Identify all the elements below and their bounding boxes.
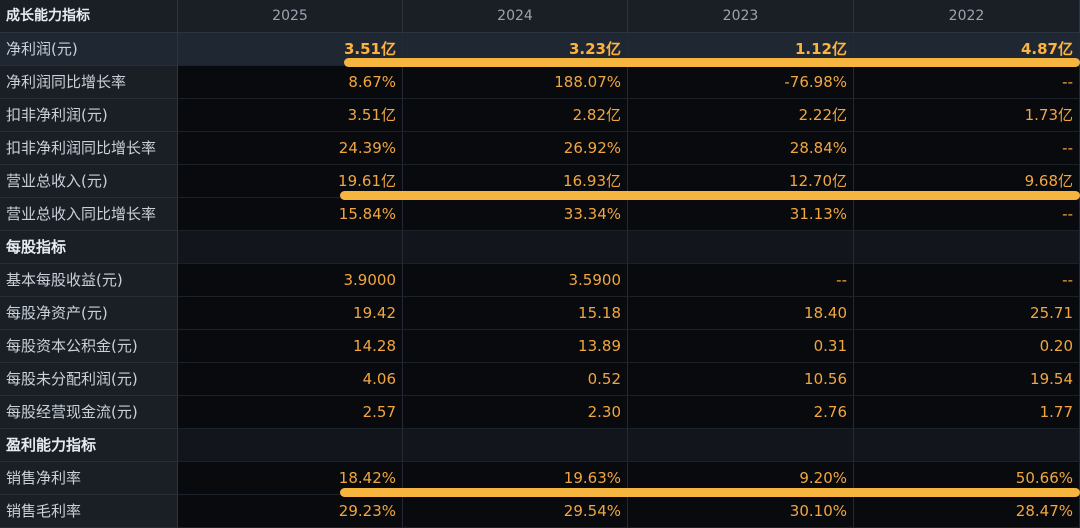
value-cell-2023	[628, 231, 854, 264]
row-label: 每股资本公积金(元)	[0, 330, 178, 363]
table-row[interactable]: 扣非净利润同比增长率 24.39% 26.92% 28.84% --	[0, 132, 1080, 165]
value-cell-2024	[403, 429, 628, 462]
value-cell-2023	[628, 429, 854, 462]
value-cell-2024	[403, 231, 628, 264]
value-cell-2025	[178, 231, 403, 264]
value-cell-2023: 30.10%	[628, 495, 854, 528]
value-cell-2024: 26.92%	[403, 132, 628, 165]
value-cell-2025: 19.42	[178, 297, 403, 330]
value-cell-2024: 2.30	[403, 396, 628, 429]
column-header-2025[interactable]: 2025	[178, 0, 403, 33]
value-cell-2024: 29.54%	[403, 495, 628, 528]
value-cell-2025: 3.51亿	[178, 99, 403, 132]
row-label: 销售净利率	[0, 462, 178, 495]
column-header-2023[interactable]: 2023	[628, 0, 854, 33]
value-cell-2024: 0.52	[403, 363, 628, 396]
value-cell-2025: 19.61亿	[178, 165, 403, 198]
value-cell-2024: 33.34%	[403, 198, 628, 231]
value-cell-2025: 8.67%	[178, 66, 403, 99]
value-cell-2023: --	[628, 264, 854, 297]
value-cell-2023: 31.13%	[628, 198, 854, 231]
header-label: 成长能力指标	[0, 0, 178, 33]
table-row[interactable]: 每股经营现金流(元) 2.57 2.30 2.76 1.77	[0, 396, 1080, 429]
table-row[interactable]: 营业总收入同比增长率 15.84% 33.34% 31.13% --	[0, 198, 1080, 231]
row-label: 基本每股收益(元)	[0, 264, 178, 297]
value-cell-2025: 4.06	[178, 363, 403, 396]
value-cell-2025: 24.39%	[178, 132, 403, 165]
table-row[interactable]: 销售毛利率 29.23% 29.54% 30.10% 28.47%	[0, 495, 1080, 528]
section-header-row[interactable]: 盈利能力指标	[0, 429, 1080, 462]
value-cell-2023: 10.56	[628, 363, 854, 396]
table-header-row: 成长能力指标 2025 2024 2023 2022	[0, 0, 1080, 33]
value-cell-2025: 2.57	[178, 396, 403, 429]
highlight-underline-net-margin	[340, 488, 1080, 497]
value-cell-2023: 2.76	[628, 396, 854, 429]
value-cell-2022: 19.54	[854, 363, 1080, 396]
table-row[interactable]: 每股资本公积金(元) 14.28 13.89 0.31 0.20	[0, 330, 1080, 363]
value-cell-2025	[178, 429, 403, 462]
row-label: 每股经营现金流(元)	[0, 396, 178, 429]
value-cell-2025: 3.9000	[178, 264, 403, 297]
column-header-2024[interactable]: 2024	[403, 0, 628, 33]
value-cell-2022	[854, 429, 1080, 462]
table-row[interactable]: 基本每股收益(元) 3.9000 3.5900 -- --	[0, 264, 1080, 297]
table-row[interactable]: 净利润同比增长率 8.67% 188.07% -76.98% --	[0, 66, 1080, 99]
value-cell-2024: 13.89	[403, 330, 628, 363]
row-label: 每股未分配利润(元)	[0, 363, 178, 396]
value-cell-2025: 14.28	[178, 330, 403, 363]
section-header-row[interactable]: 每股指标	[0, 231, 1080, 264]
column-header-2022[interactable]: 2022	[854, 0, 1080, 33]
value-cell-2023: 2.22亿	[628, 99, 854, 132]
row-label: 销售毛利率	[0, 495, 178, 528]
value-cell-2022: --	[854, 198, 1080, 231]
table-row[interactable]: 扣非净利润(元) 3.51亿 2.82亿 2.22亿 1.73亿	[0, 99, 1080, 132]
highlight-underline-revenue	[340, 191, 1080, 200]
value-cell-2022: --	[854, 66, 1080, 99]
value-cell-2022: 1.77	[854, 396, 1080, 429]
value-cell-2022: --	[854, 264, 1080, 297]
value-cell-2022: --	[854, 132, 1080, 165]
table-row[interactable]: 每股未分配利润(元) 4.06 0.52 10.56 19.54	[0, 363, 1080, 396]
value-cell-2024: 3.5900	[403, 264, 628, 297]
value-cell-2024: 188.07%	[403, 66, 628, 99]
table-row[interactable]: 净利润(元) 3.51亿 3.23亿 1.12亿 4.87亿	[0, 33, 1080, 66]
highlight-underline-net-profit	[344, 58, 1080, 67]
row-label: 净利润同比增长率	[0, 66, 178, 99]
value-cell-2023: 0.31	[628, 330, 854, 363]
row-label: 营业总收入(元)	[0, 165, 178, 198]
value-cell-2022: 28.47%	[854, 495, 1080, 528]
value-cell-2025: 29.23%	[178, 495, 403, 528]
row-label: 扣非净利润(元)	[0, 99, 178, 132]
value-cell-2022: 1.73亿	[854, 99, 1080, 132]
value-cell-2022	[854, 231, 1080, 264]
value-cell-2025: 15.84%	[178, 198, 403, 231]
section-title: 盈利能力指标	[0, 429, 178, 462]
table-row[interactable]: 每股净资产(元) 19.42 15.18 18.40 25.71	[0, 297, 1080, 330]
value-cell-2023: 28.84%	[628, 132, 854, 165]
section-title: 每股指标	[0, 231, 178, 264]
row-label: 营业总收入同比增长率	[0, 198, 178, 231]
value-cell-2024: 2.82亿	[403, 99, 628, 132]
value-cell-2023: -76.98%	[628, 66, 854, 99]
value-cell-2024: 15.18	[403, 297, 628, 330]
row-label: 扣非净利润同比增长率	[0, 132, 178, 165]
value-cell-2023: 18.40	[628, 297, 854, 330]
value-cell-2022: 0.20	[854, 330, 1080, 363]
row-label: 每股净资产(元)	[0, 297, 178, 330]
value-cell-2022: 25.71	[854, 297, 1080, 330]
row-label: 净利润(元)	[0, 33, 178, 66]
